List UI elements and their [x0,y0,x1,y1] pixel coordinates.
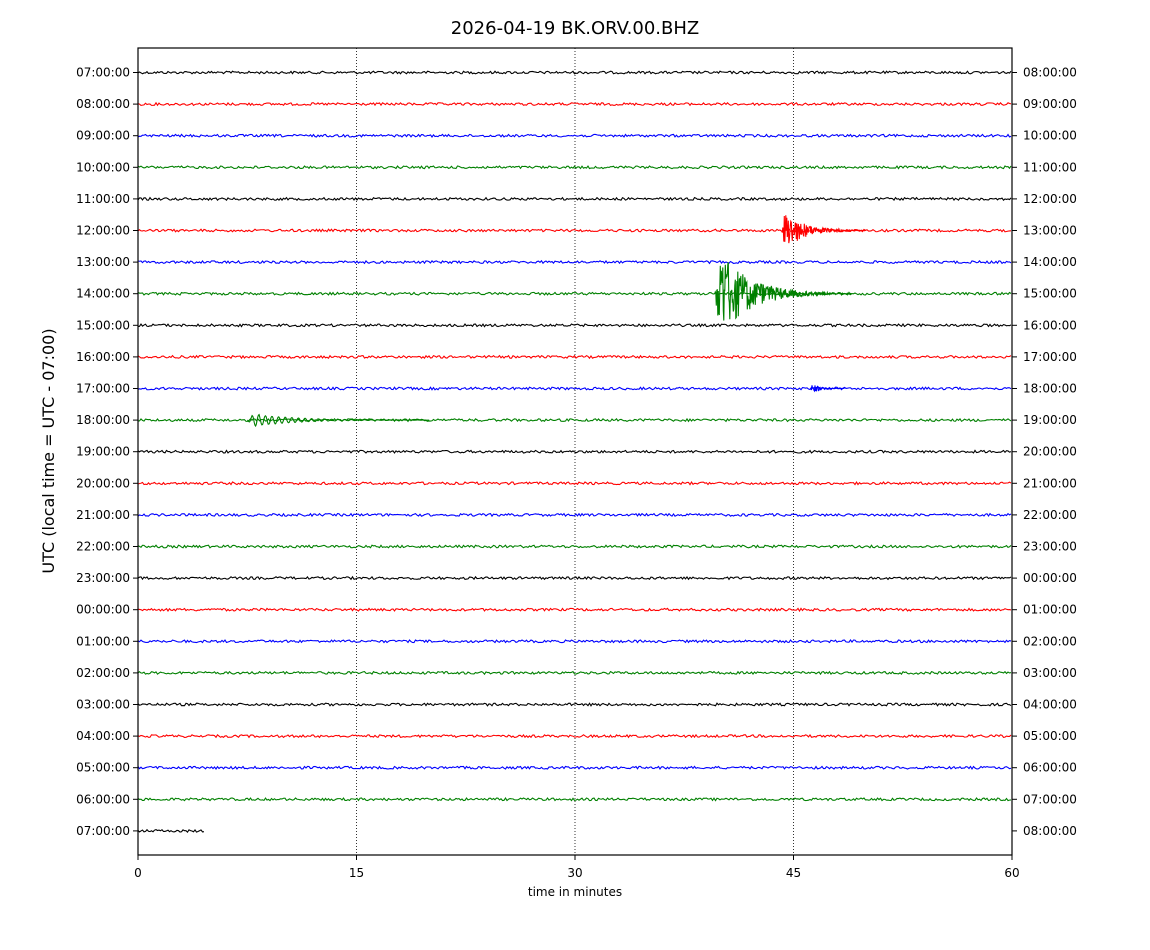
right-tick-label: 02:00:00 [1023,634,1077,648]
trace-line [137,291,1012,296]
right-tick-label: 13:00:00 [1023,224,1077,238]
left-tick-label: 04:00:00 [76,729,130,743]
trace-line [137,386,1012,391]
right-tick-label: 06:00:00 [1023,761,1077,775]
right-tick-label: 05:00:00 [1023,729,1077,743]
right-tick-label: 15:00:00 [1023,287,1077,301]
right-tick-label: 09:00:00 [1023,97,1077,111]
trace-line [137,544,1012,549]
x-tick-label: 45 [786,866,801,880]
right-tick-label: 19:00:00 [1023,413,1077,427]
trace-line [137,828,205,834]
trace-line [137,797,1012,802]
x-tick-label: 60 [1004,866,1019,880]
trace-line [137,354,1012,360]
trace-line [137,259,1012,265]
grid-lines [356,48,794,855]
chart-title: 2026-04-19 BK.ORV.00.BHZ [451,18,699,39]
left-tick-label: 17:00:00 [76,382,130,396]
trace-line [137,196,1012,202]
right-tick-label: 12:00:00 [1023,192,1077,206]
event-burst [714,262,852,321]
right-tick-label: 18:00:00 [1023,382,1077,396]
left-tick-label: 05:00:00 [76,761,130,775]
left-tick-label: 20:00:00 [76,476,130,490]
right-tick-label: 22:00:00 [1023,508,1077,522]
right-tick-label: 07:00:00 [1023,792,1077,806]
left-tick-label: 00:00:00 [76,603,130,617]
right-tick-label: 17:00:00 [1023,350,1077,364]
trace-line [137,670,1012,676]
left-tick-label: 07:00:00 [76,824,130,838]
axis-ticks: 0 15 30 45 60 07:00:00 08:00:00 09:00:00 10:00:0… [76,66,1077,881]
y-axis-label: UTC (local time = UTC - 07:00) [39,328,58,573]
x-tick-label: 30 [567,866,582,880]
right-tick-label: 21:00:00 [1023,476,1077,490]
trace-line [137,101,1012,107]
left-tick-label: 08:00:00 [76,97,130,111]
right-tick-label: 14:00:00 [1023,255,1077,269]
trace-line [137,228,1012,233]
right-tick-label: 11:00:00 [1023,160,1077,174]
x-axis-label: time in minutes [528,885,622,899]
left-tick-label: 22:00:00 [76,540,130,554]
right-tick-label: 08:00:00 [1023,824,1077,838]
trace-line [137,70,1012,75]
right-tick-label: 10:00:00 [1023,129,1077,143]
right-tick-label: 16:00:00 [1023,318,1077,332]
trace-line [137,133,1012,138]
left-tick-label: 18:00:00 [76,413,130,427]
trace-line [137,449,1012,454]
seismic-traces [137,70,1012,834]
right-tick-label: 04:00:00 [1023,698,1077,712]
left-tick-label: 12:00:00 [76,224,130,238]
trace-line [137,702,1012,707]
left-tick-label: 07:00:00 [76,66,130,80]
trace-line [137,639,1012,644]
trace-line [137,417,1012,423]
event-burst [810,385,845,393]
trace-line [137,733,1012,739]
trace-line [137,480,1012,486]
right-tick-label: 03:00:00 [1023,666,1077,680]
right-tick-label: 08:00:00 [1023,66,1077,80]
left-tick-label: 21:00:00 [76,508,130,522]
trace-line [137,575,1012,581]
x-tick-label: 0 [134,866,142,880]
left-tick-label: 01:00:00 [76,634,130,648]
trace-line [137,765,1012,771]
right-tick-label: 00:00:00 [1023,571,1077,585]
left-tick-label: 10:00:00 [76,160,130,174]
left-tick-label: 23:00:00 [76,571,130,585]
right-tick-label: 01:00:00 [1023,603,1077,617]
left-tick-label: 11:00:00 [76,192,130,206]
x-tick-label: 15 [349,866,364,880]
event-burst [781,215,866,244]
event-burst [246,413,430,428]
trace-line [137,165,1012,170]
left-tick-label: 09:00:00 [76,129,130,143]
left-tick-label: 14:00:00 [76,287,130,301]
trace-line [137,322,1012,328]
right-tick-label: 23:00:00 [1023,540,1077,554]
left-tick-label: 19:00:00 [76,445,130,459]
right-tick-label: 20:00:00 [1023,445,1077,459]
seismic-events [246,215,866,428]
left-tick-label: 03:00:00 [76,698,130,712]
trace-line [137,512,1012,518]
left-tick-label: 02:00:00 [76,666,130,680]
left-tick-label: 15:00:00 [76,318,130,332]
left-tick-label: 16:00:00 [76,350,130,364]
trace-line [137,607,1012,613]
left-tick-label: 06:00:00 [76,792,130,806]
left-tick-label: 13:00:00 [76,255,130,269]
